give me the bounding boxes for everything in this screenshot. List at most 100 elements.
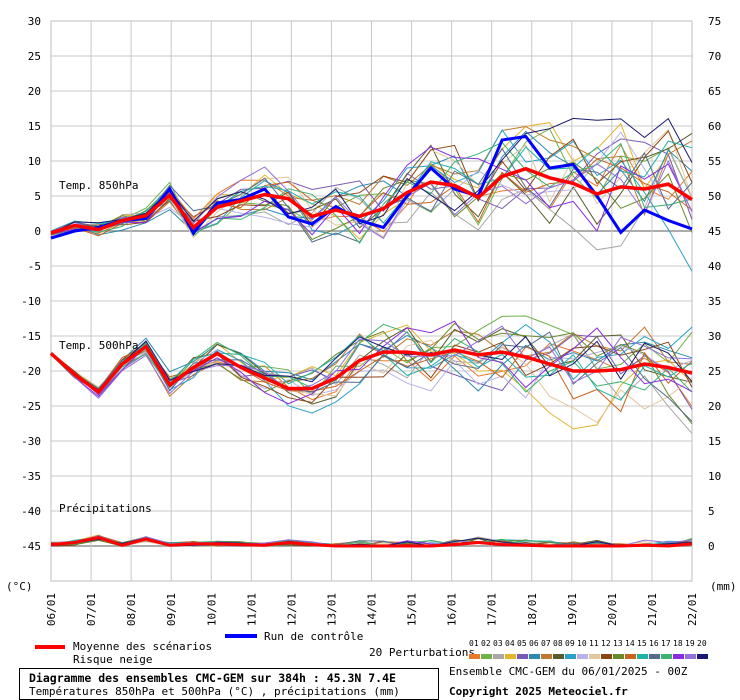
perturb-swatch (541, 654, 552, 659)
perturb-500-line (50, 335, 693, 391)
y-left-tick: 20 (28, 85, 41, 98)
mean-legend-label: Moyenne des scénarios (73, 640, 213, 653)
y-right-tick: 15 (708, 435, 721, 448)
control-legend-label: Run de contrôle (264, 630, 364, 643)
perturb-swatch (517, 654, 528, 659)
perturb-number: 07 (541, 639, 551, 648)
y-left-tick: 25 (28, 50, 41, 63)
perturb-number: 05 (517, 639, 527, 648)
perturb-500-line (50, 323, 693, 393)
perturb-number: 16 (649, 639, 659, 648)
y-left-tick: 15 (28, 120, 41, 133)
perturb-swatch (613, 654, 624, 659)
perturb-number: 08 (553, 639, 563, 648)
y-left-tick: 5 (34, 190, 41, 203)
x-tick: 12/01 (285, 593, 298, 626)
x-tick: 07/01 (85, 593, 98, 626)
y-right-tick: 75 (708, 15, 721, 28)
grid (50, 20, 693, 582)
copyright: Copyright 2025 Meteociel.fr (449, 685, 628, 698)
perturb-swatch (589, 654, 600, 659)
perturb-swatch (601, 654, 612, 659)
perturb-number: 06 (529, 639, 539, 648)
plot-frame (50, 20, 693, 582)
y-left-tick: -5 (28, 260, 41, 273)
y-right-tick: 30 (708, 330, 721, 343)
perturb-swatch (469, 654, 480, 659)
mean-precip-line (50, 536, 693, 548)
perturb-number: 11 (589, 639, 599, 648)
perturb-swatch (661, 654, 672, 659)
perturb-number: 09 (565, 639, 575, 648)
y-left-tick: -20 (21, 365, 41, 378)
x-tick: 10/01 (205, 593, 218, 626)
x-tick: 06/01 (45, 593, 58, 626)
chart-subtitle: Températures 850hPa et 500hPa (°C) , pré… (29, 685, 400, 698)
x-tick: 11/01 (245, 593, 258, 626)
perturb-legend-label: 20 Perturbations (369, 646, 475, 659)
perturb-swatch (625, 654, 636, 659)
x-tick: 22/01 (686, 593, 699, 626)
mean-500-line (49, 343, 693, 395)
perturb-500-line (50, 325, 693, 399)
left-unit: (°C) (6, 580, 33, 593)
main-lines (49, 134, 693, 548)
perturb-number: 12 (601, 639, 611, 648)
perturb-850-line (50, 140, 693, 235)
perturb-numbers: 01 02 03 04 05 06 07 08 09 10 11 12 13 14 15 16 17 18 19 20 (469, 639, 709, 648)
perturb-swatch (529, 654, 540, 659)
perturb-number: 17 (661, 639, 671, 648)
perturb-swatch (493, 654, 504, 659)
y-right-tick: 60 (708, 120, 721, 133)
y-left-tick: 0 (34, 225, 41, 238)
y-left-tick: -15 (21, 330, 41, 343)
mean-850-line (50, 166, 693, 235)
perturb-swatch (553, 654, 564, 659)
y-right-tick: 35 (708, 295, 721, 308)
perturb-number: 02 (481, 639, 491, 648)
x-tick: 20/01 (606, 593, 619, 626)
y-left-tick: 10 (28, 155, 41, 168)
y-right-tick: 0 (708, 540, 715, 553)
y-right-tick: 55 (708, 155, 721, 168)
y-right-tick: 65 (708, 85, 721, 98)
precip-label: Précipitations (59, 502, 152, 515)
perturb-number: 15 (637, 639, 647, 648)
snow-legend-label: Risque neige (73, 653, 153, 666)
t500-label: Temp. 500hPa (59, 339, 138, 352)
x-tick: 16/01 (446, 593, 459, 626)
perturb-number: 18 (673, 639, 683, 648)
perturb-number: 13 (613, 639, 623, 648)
title-box: Diagramme des ensembles CMC-GEM sur 384h… (19, 668, 439, 700)
x-tick: 17/01 (486, 593, 499, 626)
perturb-number: 01 (469, 639, 479, 648)
perturb-850-line (50, 130, 693, 235)
y-left-tick: -30 (21, 435, 41, 448)
y-right-tick: 45 (708, 225, 721, 238)
x-tick: 08/01 (125, 593, 138, 626)
perturb-swatch (481, 654, 492, 659)
right-unit: (mm) (710, 580, 737, 593)
perturb-number: 10 (577, 639, 587, 648)
chart-title: Diagramme des ensembles CMC-GEM sur 384h… (29, 671, 396, 685)
perturb-500-line (50, 334, 693, 392)
y-left-tick: -35 (21, 470, 41, 483)
x-tick: 13/01 (325, 593, 338, 626)
perturb-number: 14 (625, 639, 635, 648)
y-left-tick: -45 (21, 540, 41, 553)
y-left-tick: 30 (28, 15, 41, 28)
perturb-850-line (50, 131, 693, 240)
y-right-tick: 25 (708, 365, 721, 378)
y-right-tick: 50 (708, 190, 721, 203)
x-tick: 14/01 (366, 593, 379, 626)
perturb-swatch (637, 654, 648, 659)
y-left-tick: -10 (21, 295, 41, 308)
x-tick: 18/01 (526, 593, 539, 626)
perturb-swatch (673, 654, 684, 659)
perturb-number: 20 (697, 639, 707, 648)
perturb-number: 19 (685, 639, 695, 648)
x-tick: 15/01 (406, 593, 419, 626)
perturb-swatch (577, 654, 588, 659)
perturb-number: 03 (493, 639, 503, 648)
